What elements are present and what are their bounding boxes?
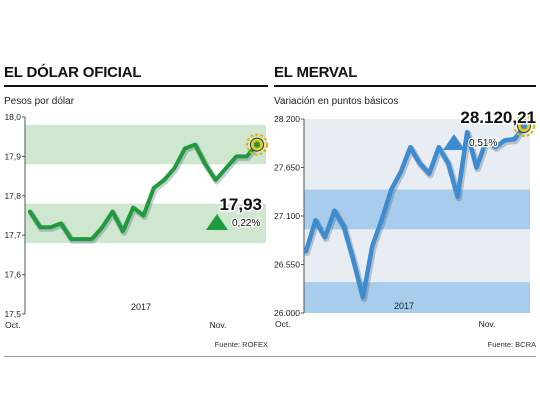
merval-point-16 — [457, 196, 459, 198]
dolar-ylabel: Pesos por dólar — [4, 96, 75, 107]
dolar-point-4 — [70, 238, 72, 240]
merval-series-line — [303, 123, 527, 300]
merval-xtick-nov: Nov. — [479, 319, 496, 329]
merval-point-1 — [314, 219, 317, 222]
dolar-point-0 — [29, 210, 31, 213]
dolar-point-2 — [50, 226, 52, 228]
merval-title: EL MERVAL — [274, 64, 358, 81]
merval-point-6 — [362, 296, 364, 298]
dolar-panel: EL DÓLAR OFICIAL Pesos por dólar 18,0 17,… — [4, 64, 268, 354]
dolar-band-0 — [25, 124, 266, 165]
merval-point-8 — [381, 218, 383, 221]
dolar-up-triangle — [206, 214, 228, 230]
dolar-point-13 — [163, 179, 165, 181]
merval-source: Fuente: BCRA — [487, 340, 536, 349]
merval-end-dot — [520, 122, 528, 130]
dolar-point-8 — [111, 210, 114, 213]
dolar-point-16 — [194, 143, 196, 146]
dolar-point-3 — [60, 222, 62, 224]
merval-point-21 — [504, 139, 506, 141]
dolar-xtick-oct: Oct. — [5, 320, 21, 330]
merval-ytick-label-4: 26.000 — [274, 308, 300, 318]
dolar-ytick-label-1: 17,9 — [4, 151, 21, 161]
merval-point-0 — [305, 250, 307, 252]
bottom-divider — [4, 356, 536, 357]
merval-point-18 — [476, 166, 478, 169]
merval-point-10 — [400, 171, 402, 173]
merval-point-2 — [324, 236, 326, 238]
merval-last-value: 28.120,21 — [460, 108, 536, 127]
dolar-source: Fuente: ROFEX — [214, 340, 268, 349]
dolar-ytick-label-3: 17,7 — [4, 230, 21, 240]
merval-title-rule — [274, 85, 536, 87]
merval-xtick-year: 2017 — [394, 301, 414, 311]
merval-ytick-label-2: 27.100 — [274, 211, 300, 221]
dolar-change-label: 0,22% — [232, 218, 260, 229]
merval-point-11 — [409, 146, 411, 148]
merval-point-17 — [466, 131, 468, 133]
merval-change-label: 0,51% — [469, 138, 497, 149]
dolar-point-6 — [91, 238, 93, 240]
merval-point-20 — [494, 146, 497, 148]
merval-xtick-oct: Oct. — [275, 319, 291, 329]
merval-point-5 — [352, 259, 354, 261]
merval-up-triangle — [443, 134, 465, 150]
merval-ytick-label-3: 26.550 — [274, 260, 300, 270]
merval-point-9 — [390, 188, 392, 191]
dolar-point-17 — [204, 163, 207, 165]
merval-ytick-label-0: 28.200 — [274, 114, 300, 124]
dolar-end-dot — [253, 141, 261, 148]
dolar-xtick-nov: Nov. — [210, 320, 227, 330]
dolar-point-18 — [215, 179, 217, 181]
dolar-xtick-year: 2017 — [131, 302, 151, 312]
dolar-title-rule — [4, 85, 268, 87]
dolar-point-21 — [246, 155, 248, 157]
merval-band-1 — [304, 282, 530, 313]
merval-point-12 — [419, 162, 421, 164]
dolar-ytick-label-4: 17,6 — [4, 270, 21, 280]
merval-point-13 — [428, 173, 430, 175]
merval-band-0 — [304, 189, 530, 230]
merval-ytick-label-1: 27.650 — [274, 163, 300, 173]
merval-point-7 — [371, 245, 373, 247]
merval-point-4 — [343, 225, 345, 228]
merval-end-ring-outer — [513, 115, 535, 138]
dolar-point-19 — [225, 167, 227, 169]
merval-point-19 — [485, 140, 487, 142]
dolar-end-ring-outer — [246, 133, 268, 156]
merval-ylabel: Variación en puntos básicos — [274, 96, 399, 107]
dolar-point-11 — [142, 214, 145, 217]
dolar-point-5 — [80, 238, 83, 240]
dolar-point-15 — [184, 147, 186, 150]
dolar-title: EL DÓLAR OFICIAL — [4, 64, 142, 81]
dolar-point-9 — [122, 230, 124, 232]
merval-point-15 — [447, 162, 449, 164]
dolar-point-20 — [235, 155, 237, 157]
merval-point-14 — [438, 146, 440, 148]
dolar-last-value: 17,93 — [219, 195, 262, 214]
dolar-point-1 — [39, 226, 41, 228]
dolar-point-12 — [153, 187, 155, 189]
dolar-ytick-label-2: 17,8 — [4, 191, 21, 201]
dolar-ytick-label-5: 17,5 — [4, 309, 21, 319]
merval-point-22 — [513, 138, 516, 140]
dolar-point-7 — [101, 226, 103, 228]
dolar-point-10 — [132, 207, 134, 209]
dolar-point-14 — [173, 167, 176, 169]
merval-point-3 — [333, 210, 336, 212]
merval-panel: EL MERVAL Variación en puntos básicos 28… — [274, 64, 538, 354]
dolar-ytick-label-0: 18,0 — [4, 112, 21, 122]
